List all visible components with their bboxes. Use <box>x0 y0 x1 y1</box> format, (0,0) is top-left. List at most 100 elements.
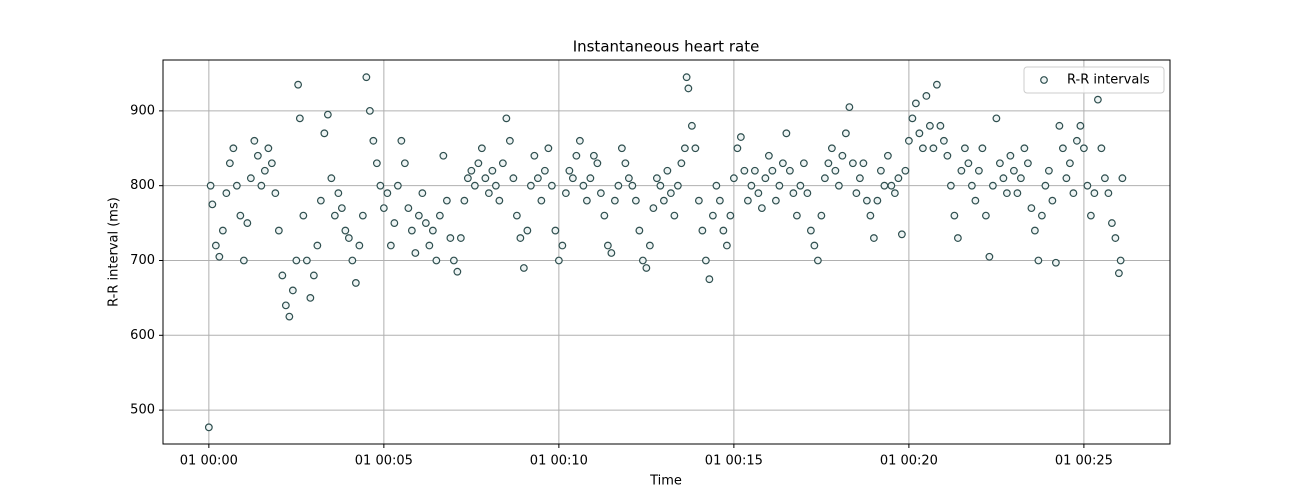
point <box>1051 258 1060 267</box>
point <box>862 196 871 205</box>
point <box>610 196 619 205</box>
point <box>999 174 1008 183</box>
point <box>754 189 763 198</box>
point <box>1072 136 1081 145</box>
point <box>950 211 959 220</box>
point <box>1034 256 1043 265</box>
point <box>208 200 217 209</box>
point <box>523 226 532 235</box>
point <box>1097 144 1106 153</box>
point <box>390 219 399 227</box>
point <box>869 234 878 242</box>
point <box>712 181 721 190</box>
point <box>421 219 430 227</box>
point <box>239 256 248 265</box>
point <box>400 159 409 168</box>
point <box>561 189 570 198</box>
point <box>215 252 224 261</box>
point <box>411 249 420 257</box>
point <box>932 80 941 89</box>
point <box>257 181 266 190</box>
point <box>596 189 605 198</box>
point <box>330 211 339 220</box>
point <box>519 264 528 272</box>
point <box>682 73 691 82</box>
point <box>1030 226 1039 235</box>
point <box>785 166 794 175</box>
point <box>670 211 679 220</box>
point <box>960 144 969 153</box>
point <box>453 267 462 276</box>
point <box>267 159 276 168</box>
point <box>911 99 920 108</box>
point <box>1107 219 1116 227</box>
point <box>253 151 262 160</box>
point <box>246 174 255 183</box>
point <box>295 114 304 123</box>
point <box>575 136 584 145</box>
point <box>852 189 861 198</box>
point <box>624 174 633 183</box>
point <box>572 151 581 160</box>
point <box>491 181 500 190</box>
point <box>988 181 997 190</box>
point <box>344 234 353 242</box>
point <box>1058 144 1067 153</box>
point <box>498 159 507 168</box>
point <box>425 241 434 250</box>
point <box>1093 95 1102 104</box>
x-tick-label: 01 00:10 <box>530 454 588 469</box>
legend: R-R intervals <box>1023 66 1165 94</box>
point <box>1055 121 1064 130</box>
point <box>495 196 504 205</box>
point <box>225 159 234 168</box>
point <box>939 136 948 145</box>
point <box>551 226 560 235</box>
point <box>509 174 518 183</box>
point <box>929 144 938 153</box>
point <box>294 80 303 89</box>
point <box>418 189 427 198</box>
point <box>1013 189 1022 198</box>
point <box>603 241 612 250</box>
point <box>719 226 728 235</box>
point <box>771 196 780 205</box>
x-tick-label: 01 00:25 <box>1055 454 1113 469</box>
point <box>782 129 791 138</box>
point <box>985 252 994 261</box>
point <box>1069 189 1078 198</box>
point <box>383 189 392 198</box>
point <box>232 181 241 190</box>
point <box>943 151 952 160</box>
point <box>897 230 906 239</box>
point <box>614 181 623 190</box>
point <box>540 166 549 175</box>
point <box>971 196 980 205</box>
point <box>1027 204 1036 213</box>
point <box>271 189 280 198</box>
point <box>593 159 602 168</box>
y-tick-label: 500 <box>130 403 155 418</box>
point <box>729 174 738 183</box>
point <box>1104 189 1113 198</box>
point <box>1020 144 1029 153</box>
point <box>404 204 413 213</box>
point <box>645 241 654 250</box>
point <box>859 159 868 168</box>
point <box>1041 181 1050 190</box>
x-tick-label: 01 00:05 <box>355 454 413 469</box>
point <box>481 174 490 183</box>
point <box>687 121 696 130</box>
legend-label: R-R intervals <box>1067 73 1150 88</box>
points <box>204 73 1127 432</box>
point <box>831 166 840 175</box>
point <box>673 181 682 190</box>
point <box>260 166 269 175</box>
point <box>250 136 259 145</box>
point <box>677 159 686 168</box>
point <box>327 174 336 183</box>
point <box>313 241 322 250</box>
point <box>736 133 745 141</box>
y-axis-label: R-R interval (ms) <box>107 197 122 307</box>
point <box>365 106 374 115</box>
